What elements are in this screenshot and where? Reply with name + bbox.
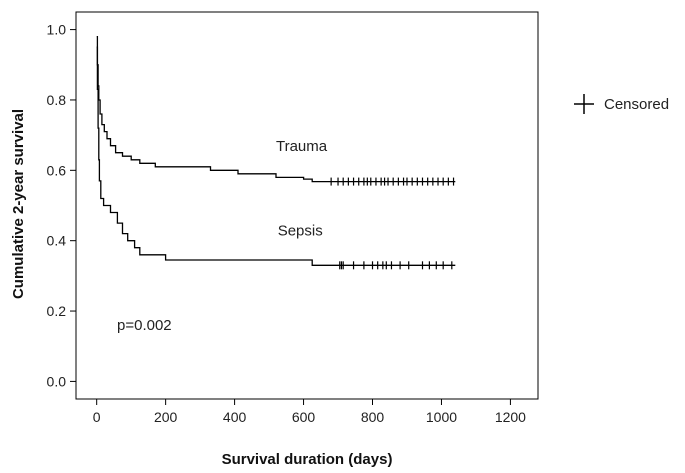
legend-label: Censored bbox=[604, 96, 669, 113]
y-tick-label: 0.8 bbox=[47, 92, 67, 108]
survival-curves bbox=[96, 35, 456, 266]
censor-marks bbox=[330, 177, 455, 270]
x-tick-label: 400 bbox=[223, 409, 247, 425]
axes: 0 200 400 600 800 1000 1200 0.0 0.2 0.4 0.6 0.8 1.0 bbox=[47, 22, 527, 425]
y-tick-label: 0.4 bbox=[47, 233, 67, 249]
x-tick-label: 1000 bbox=[426, 409, 457, 425]
x-tick-label: 1200 bbox=[495, 409, 526, 425]
series-line-sepsis bbox=[96, 46, 456, 266]
x-axis-title: Survival duration (days) bbox=[222, 451, 393, 468]
y-tick-label: 0.6 bbox=[47, 162, 67, 178]
y-tick-label: 0.0 bbox=[47, 373, 67, 389]
series-label-trauma: Trauma bbox=[276, 138, 328, 155]
x-tick-label: 0 bbox=[93, 409, 101, 425]
x-tick-label: 800 bbox=[361, 409, 385, 425]
series-line-trauma bbox=[96, 35, 456, 183]
y-tick-label: 1.0 bbox=[47, 22, 67, 38]
x-tick-label: 600 bbox=[292, 409, 316, 425]
series-label-sepsis: Sepsis bbox=[278, 222, 323, 239]
x-tick-label: 200 bbox=[154, 409, 178, 425]
legend: Censored bbox=[574, 94, 669, 114]
plot-area bbox=[75, 11, 539, 400]
p-value-annotation: p=0.002 bbox=[117, 317, 172, 334]
y-axis-title: Cumulative 2-year survival bbox=[10, 109, 27, 299]
y-tick-label: 0.2 bbox=[47, 303, 67, 319]
